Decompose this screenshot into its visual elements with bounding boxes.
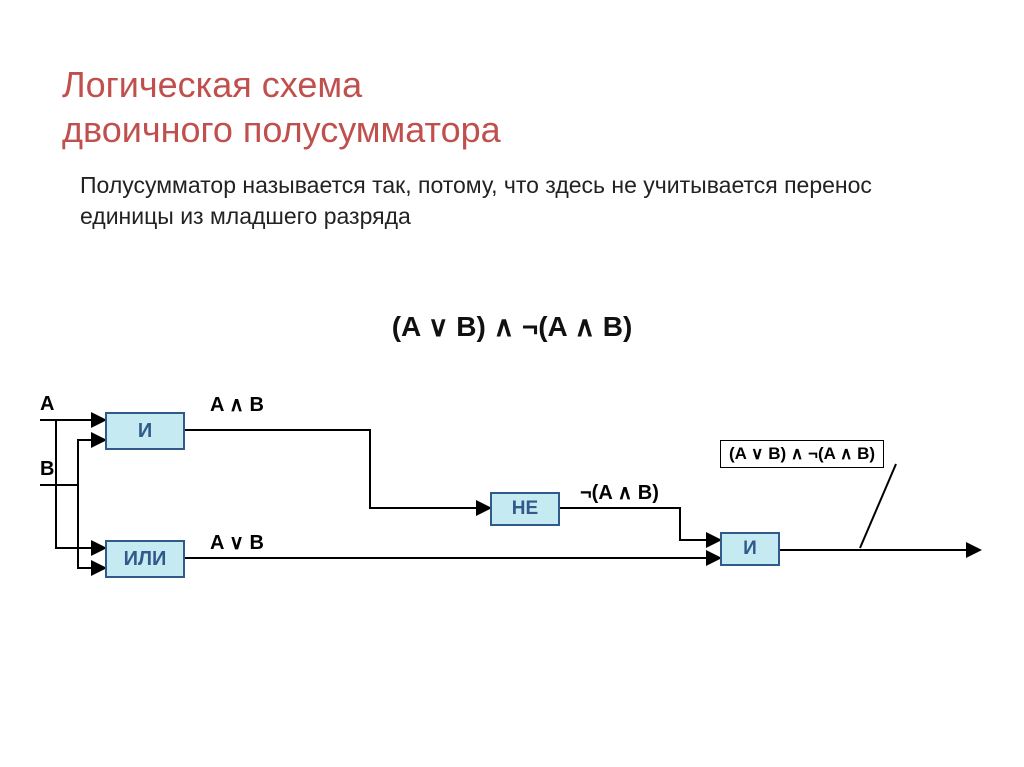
gate-and-1-label: И	[138, 420, 152, 443]
gate-or-label: ИЛИ	[124, 548, 167, 571]
diagram-canvas: A B И ИЛИ НЕ И A ∧ B A ∨ B ¬(A ∧ B) (A ∨…	[40, 380, 990, 640]
gate-not-label: НЕ	[512, 498, 538, 520]
title-line-1: Логическая схема	[62, 64, 362, 105]
gate-and-2-label: И	[743, 538, 757, 560]
wire-label-2: ¬(A ∧ B)	[580, 480, 659, 505]
wire-label-0: A ∧ B	[210, 392, 264, 417]
wire-label-1: A ∨ B	[210, 530, 264, 555]
title-line-2: двоичного полусумматора	[62, 109, 501, 150]
main-formula: (A ∨ B) ∧ ¬(A ∧ B)	[0, 310, 1024, 343]
page-title: Логическая схема двоичного полусумматора	[62, 62, 501, 152]
input-label-a: A	[40, 393, 54, 416]
gate-and-2: И	[720, 532, 780, 566]
output-box: (A ∨ B) ∧ ¬(A ∧ B)	[720, 440, 884, 468]
input-label-b: B	[40, 458, 54, 481]
subtitle-text: Полусумматор называется так, потому, что…	[80, 170, 900, 232]
gate-not: НЕ	[490, 492, 560, 526]
gate-and-1: И	[105, 412, 185, 450]
gate-or: ИЛИ	[105, 540, 185, 578]
